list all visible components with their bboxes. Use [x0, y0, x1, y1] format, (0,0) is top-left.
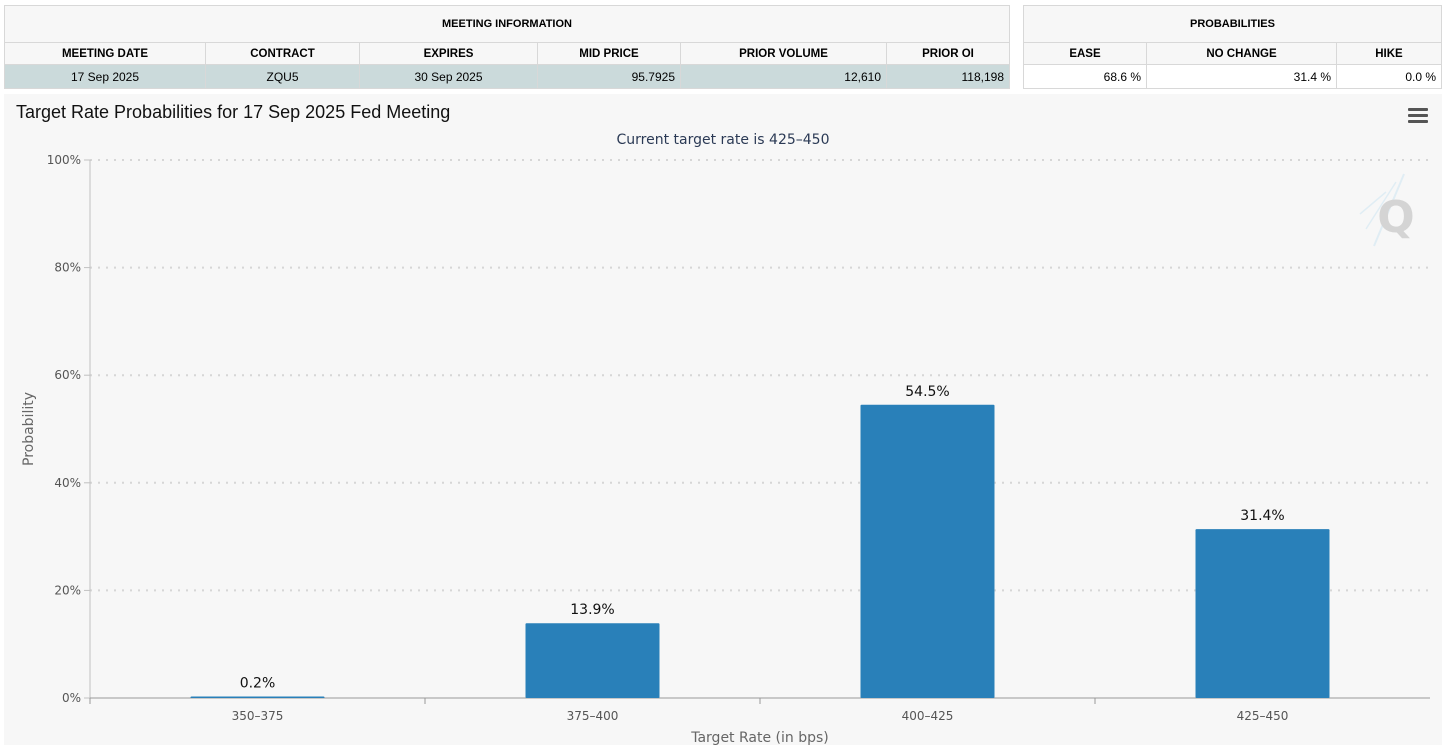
- bar[interactable]: [525, 623, 660, 698]
- x-tick-label: 375–400: [567, 709, 619, 723]
- x-tick-label: 400–425: [902, 709, 954, 723]
- header-ease: EASE: [1023, 42, 1147, 65]
- data-label: 13.9%: [570, 602, 614, 618]
- meeting-information-table: MEETING INFORMATION MEETING DATE CONTRAC…: [4, 5, 1010, 89]
- y-tick-label: 60%: [54, 368, 81, 382]
- y-tick-label: 0%: [62, 691, 81, 705]
- contract-cell: ZQU5: [205, 64, 360, 89]
- bar[interactable]: [860, 404, 995, 698]
- bar-chart: Q Current target rate is 425–450 0% 20% 40…: [21, 132, 1430, 745]
- prior-oi-cell: 118,198: [886, 64, 1010, 89]
- chart-menu-icon[interactable]: [1408, 108, 1428, 126]
- table-row: 17 Sep 2025 ZQU5 30 Sep 2025 95.7925 12,…: [4, 64, 1010, 89]
- no-change-cell: 31.4 %: [1146, 64, 1337, 89]
- y-tick-label: 20%: [54, 583, 81, 597]
- x-tick-label: 350–375: [232, 709, 284, 723]
- x-tick-label: 425–450: [1237, 709, 1289, 723]
- ease-cell: 68.6 %: [1023, 64, 1147, 89]
- bar[interactable]: [1195, 529, 1330, 698]
- chart-subtitle: Current target rate is 425–450: [616, 132, 829, 148]
- grid-lines: [90, 159, 1430, 592]
- chart-title: Target Rate Probabilities for 17 Sep 202…: [16, 102, 451, 122]
- watermark-letter: Q: [1377, 192, 1414, 243]
- header-contract: CONTRACT: [205, 42, 360, 65]
- data-label: 54.5%: [905, 384, 949, 400]
- data-label: 0.2%: [240, 676, 276, 692]
- y-tick-label: 100%: [47, 153, 81, 167]
- x-axis-ticks: 350–375 375–400 400–425 425–450: [89, 698, 1289, 723]
- data-labels: 0.2% 13.9% 54.5% 31.4%: [240, 384, 1285, 692]
- meeting-information-title: MEETING INFORMATION: [4, 5, 1010, 43]
- header-prior-volume: PRIOR VOLUME: [680, 42, 887, 65]
- meeting-date-cell: 17 Sep 2025: [4, 64, 206, 89]
- header-mid-price: MID PRICE: [537, 42, 681, 65]
- watermark-logo: Q: [1359, 173, 1415, 247]
- bars: [190, 404, 1330, 699]
- expires-cell: 30 Sep 2025: [359, 64, 538, 89]
- header-meeting-date: MEETING DATE: [4, 42, 206, 65]
- prior-volume-cell: 12,610: [680, 64, 887, 89]
- mid-price-cell: 95.7925: [537, 64, 681, 89]
- y-axis-ticks: 0% 20% 40% 60% 80% 100%: [47, 153, 90, 705]
- probabilities-table: PROBABILITIES EASE NO CHANGE HIKE 68.6 %…: [1023, 5, 1442, 89]
- header-hike: HIKE: [1336, 42, 1442, 65]
- header-expires: EXPIRES: [359, 42, 538, 65]
- probabilities-title: PROBABILITIES: [1023, 5, 1442, 43]
- hike-cell: 0.0 %: [1336, 64, 1442, 89]
- table-row: 68.6 % 31.4 % 0.0 %: [1023, 64, 1442, 89]
- chart-panel: Target Rate Probabilities for 17 Sep 202…: [4, 94, 1442, 745]
- y-tick-label: 40%: [54, 476, 81, 490]
- bar[interactable]: [190, 696, 325, 699]
- data-label: 31.4%: [1240, 508, 1284, 524]
- header-no-change: NO CHANGE: [1146, 42, 1337, 65]
- y-tick-label: 80%: [54, 261, 81, 275]
- x-axis-label: Target Rate (in bps): [690, 730, 829, 745]
- y-axis-label: Probability: [21, 392, 37, 466]
- header-prior-oi: PRIOR OI: [886, 42, 1010, 65]
